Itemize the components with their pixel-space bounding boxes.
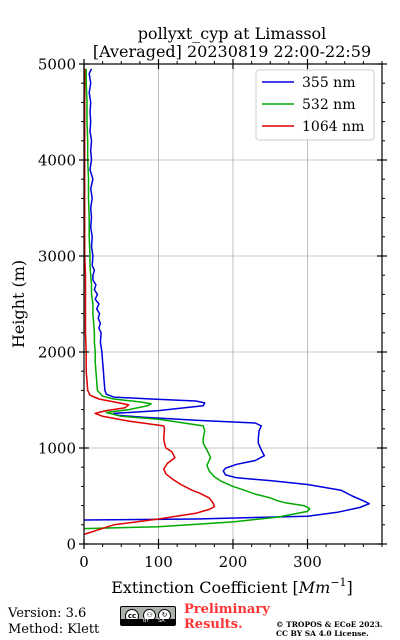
chart-title-line2: [Averaged] 20230819 22:00-22:59 xyxy=(93,42,371,61)
copyright-text: © TROPOS & ECoE 2023. CC BY SA 4.0 Licen… xyxy=(276,620,383,638)
y-tick-label: 0 xyxy=(66,536,76,554)
x-axis-label-exponent: −1 xyxy=(330,576,346,589)
preliminary-line1: Preliminary xyxy=(184,602,270,617)
preliminary-line2: Results. xyxy=(184,617,243,632)
x-axis-label-unit: Mm xyxy=(298,578,331,597)
cc-by-sa-icon: cc ⚇ ↻ BY SA xyxy=(120,606,176,626)
x-axis-label-text: Extinction Coefficient [ xyxy=(111,578,299,597)
badge-sa: SA xyxy=(158,618,165,624)
x-tick-label: 300 xyxy=(293,553,322,571)
copyright-line2: CC BY SA 4.0 License. xyxy=(276,629,369,638)
legend-label: 532 nm xyxy=(302,97,355,113)
x-tick-label: 200 xyxy=(219,553,248,571)
series-lines xyxy=(83,68,371,536)
chart-title-line1: pollyxt_cyp at Limassol xyxy=(138,24,327,43)
grid xyxy=(84,64,382,544)
x-axis-label-close: ] xyxy=(347,578,353,597)
cc-strip: BY SA xyxy=(121,618,175,625)
y-tick-label: 2000 xyxy=(38,344,76,362)
x-tick-label: 0 xyxy=(79,553,89,571)
y-tick-label: 4000 xyxy=(38,152,76,170)
legend: 355 nm 532 nm 1064 nm xyxy=(255,69,375,141)
series-line-532-nm xyxy=(83,68,311,530)
y-tick-label: 1000 xyxy=(38,440,76,458)
legend-box xyxy=(255,69,375,141)
legend-label: 1064 nm xyxy=(302,119,364,135)
preliminary-results-text: Preliminary Results. xyxy=(184,602,270,632)
x-axis-label: Extinction Coefficient [Mm−1] xyxy=(111,576,353,597)
footer-info: Version: 3.6 Method: Klett xyxy=(8,606,99,638)
method-text: Method: Klett xyxy=(8,622,100,637)
series-line-1064-nm xyxy=(83,68,216,536)
copyright-line1: © TROPOS & ECoE 2023. xyxy=(276,620,383,629)
legend-label: 355 nm xyxy=(302,75,355,91)
series-line-355-nm xyxy=(83,68,371,521)
x-tick-label: 100 xyxy=(144,553,173,571)
y-axis-label: Height (m) xyxy=(9,260,28,348)
y-tick-label: 3000 xyxy=(38,248,76,266)
y-tick-label: 5000 xyxy=(38,56,76,74)
version-text: Version: 3.6 xyxy=(8,606,87,621)
badge-by: BY xyxy=(143,618,150,624)
